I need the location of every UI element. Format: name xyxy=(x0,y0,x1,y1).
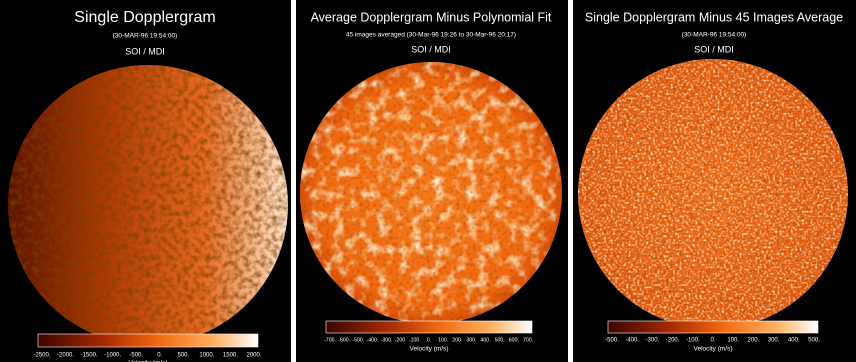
colorbar-tick-label: -1000. xyxy=(104,353,121,359)
colorbar xyxy=(37,333,259,348)
colorbar-label: Velocity (m/s) xyxy=(128,360,167,362)
colorbar-tick-label: 2000. xyxy=(246,353,261,359)
colorbar-tick-label: -500. xyxy=(129,353,143,359)
colorbar-tick-label: 500. xyxy=(177,353,189,359)
colorbar-tick-label: -400. xyxy=(625,338,639,344)
colorbar-tick-label: 0. xyxy=(710,338,715,344)
colorbar-tick-label: 1500. xyxy=(223,353,238,359)
colorbar-tick-label: -500. xyxy=(352,337,364,343)
panel-title: Average Dopplergram Minus Polynomial Fit xyxy=(311,10,552,24)
colorbar-tick-label: -400. xyxy=(367,337,379,343)
colorbar-tick-label: 100. xyxy=(727,338,739,344)
colorbar-tick-label: -300. xyxy=(646,338,660,344)
colorbar-tick-label: -200. xyxy=(395,337,407,343)
colorbar-tick-label: 500. xyxy=(808,338,820,344)
colorbar-tick-label: -100. xyxy=(409,337,421,343)
panel-title: Single Dopplergram xyxy=(74,9,215,26)
colorbar-tick-label: 0. xyxy=(427,337,431,343)
colorbar-tick-label: 700. xyxy=(523,337,533,343)
colorbar-tick-label: 1000. xyxy=(199,353,214,359)
colorbar-tick-label: 0. xyxy=(157,353,162,359)
colorbar-tick-label: -2500. xyxy=(33,353,50,359)
instrument-label: SOI / MDI xyxy=(411,44,451,54)
colorbar-tick-label: -300. xyxy=(381,337,393,343)
panel-title: Single Dopplergram Minus 45 Images Avera… xyxy=(585,10,843,24)
colorbar-tick-label: -100. xyxy=(686,338,700,344)
panel-subtitle: 45 images averaged (30-Mar-96 19:26 to 3… xyxy=(346,32,516,39)
colorbar-tick-label: -1500. xyxy=(81,353,98,359)
colorbar-tick-label: -700. xyxy=(324,337,336,343)
colorbar-tick-label: -600. xyxy=(338,337,350,343)
colorbar xyxy=(607,320,819,334)
sun-disk xyxy=(578,59,848,329)
colorbar-tick-label: -2000. xyxy=(57,353,74,359)
colorbar-tick-label: -500. xyxy=(605,338,619,344)
panel-subtitle: (30-MAR-96 19:54:00) xyxy=(113,33,178,40)
instrument-label: SOI / MDI xyxy=(694,44,734,54)
sun-disk xyxy=(300,62,562,324)
colorbar-tick-label: 500. xyxy=(495,337,505,343)
colorbar-tick-label: 300. xyxy=(768,338,780,344)
colorbar-tick-label: 200. xyxy=(452,337,462,343)
colorbar-tick-label: 300. xyxy=(466,337,476,343)
instrument-label: SOI / MDI xyxy=(125,46,165,56)
colorbar-label: Velocity (m/s) xyxy=(693,346,732,353)
colorbar-tick-label: -200. xyxy=(666,338,680,344)
sun-disk xyxy=(8,65,288,345)
colorbar-tick-label: 100. xyxy=(438,337,448,343)
colorbar-label: Velocity (m/s) xyxy=(409,346,448,353)
colorbar-tick-label: 400. xyxy=(481,337,491,343)
colorbar xyxy=(325,320,533,334)
panel-subtitle: (30-MAR-96 19:54:00) xyxy=(682,32,747,39)
colorbar-tick-label: 200. xyxy=(748,338,760,344)
colorbar-tick-label: 600. xyxy=(509,337,519,343)
colorbar-tick-label: 400. xyxy=(788,338,800,344)
